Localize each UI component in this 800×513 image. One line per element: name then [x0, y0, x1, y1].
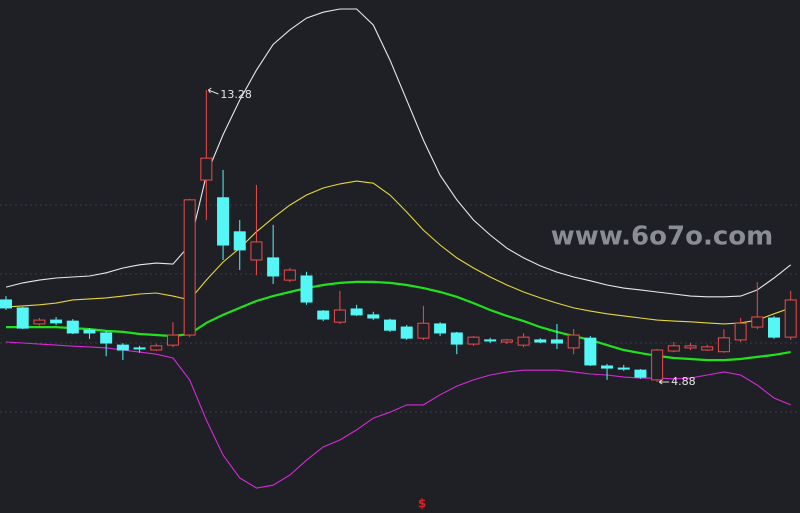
- candle-body: [166, 334, 179, 346]
- candle-body: [250, 241, 263, 261]
- indicator-line: [5, 8, 792, 298]
- candle-body: [50, 319, 63, 324]
- candle-body: [267, 257, 280, 277]
- arrow: [207, 87, 219, 95]
- candle-body: [417, 322, 430, 339]
- candle-body: [467, 336, 480, 345]
- candle-body: [450, 332, 463, 345]
- candle-body: [400, 326, 413, 339]
- candle-body: [484, 339, 497, 342]
- candle-body: [534, 339, 547, 343]
- candle-body: [150, 345, 163, 351]
- indicator-line: [5, 180, 791, 325]
- arrow: [658, 379, 670, 385]
- candle-body: [734, 322, 747, 341]
- max-label: 13.28: [220, 88, 252, 101]
- candle-body: [751, 316, 764, 328]
- candle-body: [350, 308, 363, 316]
- candle-body: [634, 369, 647, 378]
- candle-body: [133, 347, 146, 350]
- candle-body: [0, 299, 12, 309]
- candle-body: [550, 339, 563, 344]
- min-label: 4.88: [671, 375, 696, 388]
- candle-body: [317, 310, 330, 320]
- candle-body: [333, 309, 346, 323]
- candle-body: [701, 346, 714, 351]
- candle-body: [183, 199, 196, 336]
- candle-body: [617, 367, 630, 370]
- candle-body: [768, 317, 781, 338]
- candle-body: [83, 329, 96, 334]
- candle-body: [116, 344, 129, 351]
- candle-body: [233, 231, 246, 251]
- candle-body: [584, 337, 597, 366]
- candle-body: [100, 332, 113, 344]
- candle-body: [217, 197, 230, 246]
- candle-body: [33, 319, 46, 325]
- candle-body: [16, 307, 29, 329]
- candle-body: [667, 345, 680, 352]
- marker: $: [418, 497, 426, 511]
- candle-body: [651, 349, 664, 381]
- candle-body: [567, 334, 580, 349]
- candle-body: [283, 269, 296, 281]
- candle-body: [66, 320, 79, 334]
- candle-body: [200, 157, 213, 181]
- indicator-line: [5, 341, 791, 489]
- candle-body: [384, 319, 397, 331]
- candle-body: [601, 365, 614, 369]
- candle-body: [517, 336, 530, 346]
- candle-body: [500, 339, 513, 343]
- candle-body: [434, 323, 447, 334]
- watermark: www.6o7o.com: [551, 222, 773, 252]
- candle-body: [300, 275, 313, 303]
- candle-body: [717, 337, 730, 353]
- candle-body: [367, 314, 380, 319]
- candle-body: [684, 345, 697, 349]
- candle-body: [784, 299, 797, 338]
